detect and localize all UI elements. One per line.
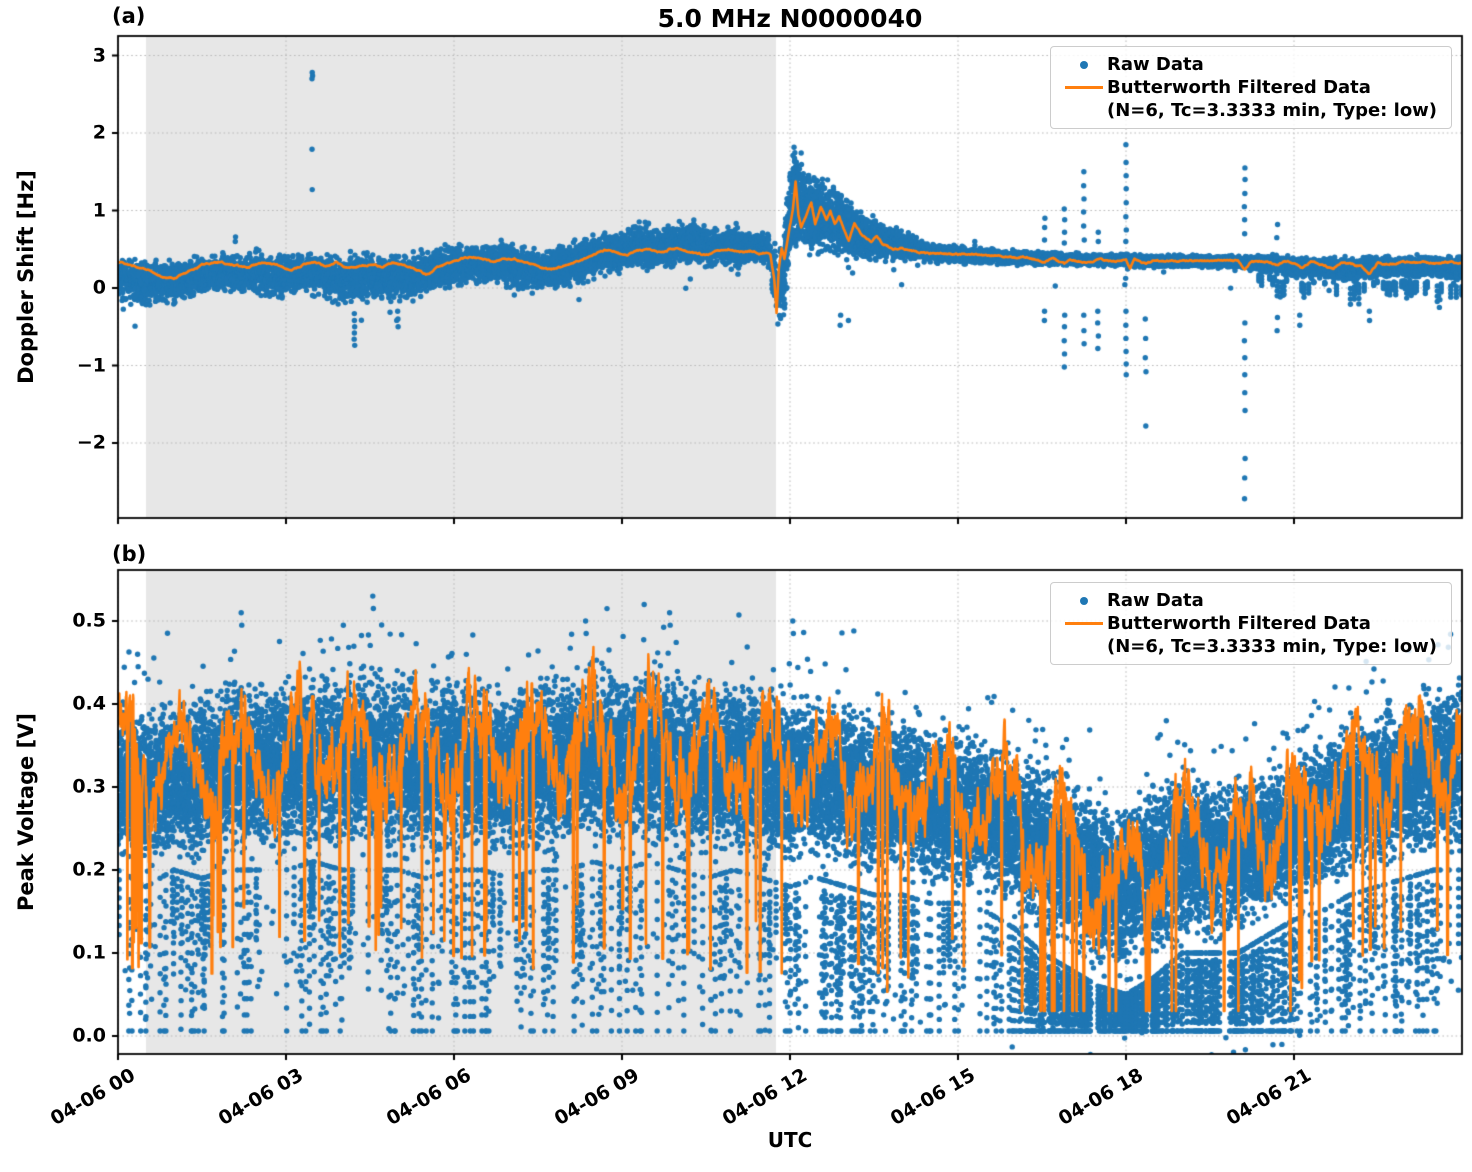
legend-row-raw: Raw Data <box>1061 53 1441 76</box>
legend-filtered-label-line2: (N=6, Tc=3.3333 min, Type: low) <box>1107 100 1438 121</box>
legend-row-filtered: Butterworth Filtered Data (N=6, Tc=3.333… <box>1061 76 1441 122</box>
y-tick-label: 0.4 <box>72 692 106 715</box>
y-tick-label: 0.3 <box>72 775 106 798</box>
legend-row-raw: Raw Data <box>1061 589 1441 612</box>
y-tick-label: −1 <box>76 354 106 377</box>
filtered-line-marker-icon <box>1061 612 1107 635</box>
y-tick-label: 3 <box>92 44 106 67</box>
legend-panel-a: Raw Data Butterworth Filtered Data (N=6,… <box>1050 46 1452 129</box>
y-tick-label: 0 <box>92 276 106 299</box>
raw-data-marker-icon <box>1061 53 1107 76</box>
legend-filtered-label: Butterworth Filtered Data (N=6, Tc=3.333… <box>1107 76 1441 122</box>
y-tick-label: 0.2 <box>72 858 106 881</box>
panel-b-label: (b) <box>112 542 147 566</box>
y-tick-label: −2 <box>76 431 106 454</box>
legend-raw-label: Raw Data <box>1107 54 1204 75</box>
y-axis-label-voltage: Peak Voltage [V] <box>14 712 38 912</box>
y-tick-label: 0.1 <box>72 941 106 964</box>
y-tick-label: 0.0 <box>72 1024 106 1047</box>
raw-data-marker-icon <box>1061 589 1107 612</box>
legend-raw-label: Raw Data <box>1107 590 1204 611</box>
y-tick-label: 2 <box>92 121 106 144</box>
legend-filtered-label-line1: Butterworth Filtered Data <box>1107 613 1371 634</box>
y-tick-label: 0.5 <box>72 609 106 632</box>
y-axis-label-doppler: Doppler Shift [Hz] <box>14 170 38 384</box>
chart-title: 5.0 MHz N0000040 <box>657 4 923 33</box>
x-axis-label: UTC <box>767 1128 813 1152</box>
legend-filtered-label-line2: (N=6, Tc=3.3333 min, Type: low) <box>1107 636 1438 657</box>
legend-filtered-label-line1: Butterworth Filtered Data <box>1107 77 1371 98</box>
legend-row-filtered: Butterworth Filtered Data (N=6, Tc=3.333… <box>1061 612 1441 658</box>
legend-filtered-label: Butterworth Filtered Data (N=6, Tc=3.333… <box>1107 612 1441 658</box>
y-tick-label: 1 <box>92 199 106 222</box>
filtered-line-marker-icon <box>1061 76 1107 99</box>
legend-panel-b: Raw Data Butterworth Filtered Data (N=6,… <box>1050 582 1452 665</box>
panel-a-label: (a) <box>112 4 146 28</box>
